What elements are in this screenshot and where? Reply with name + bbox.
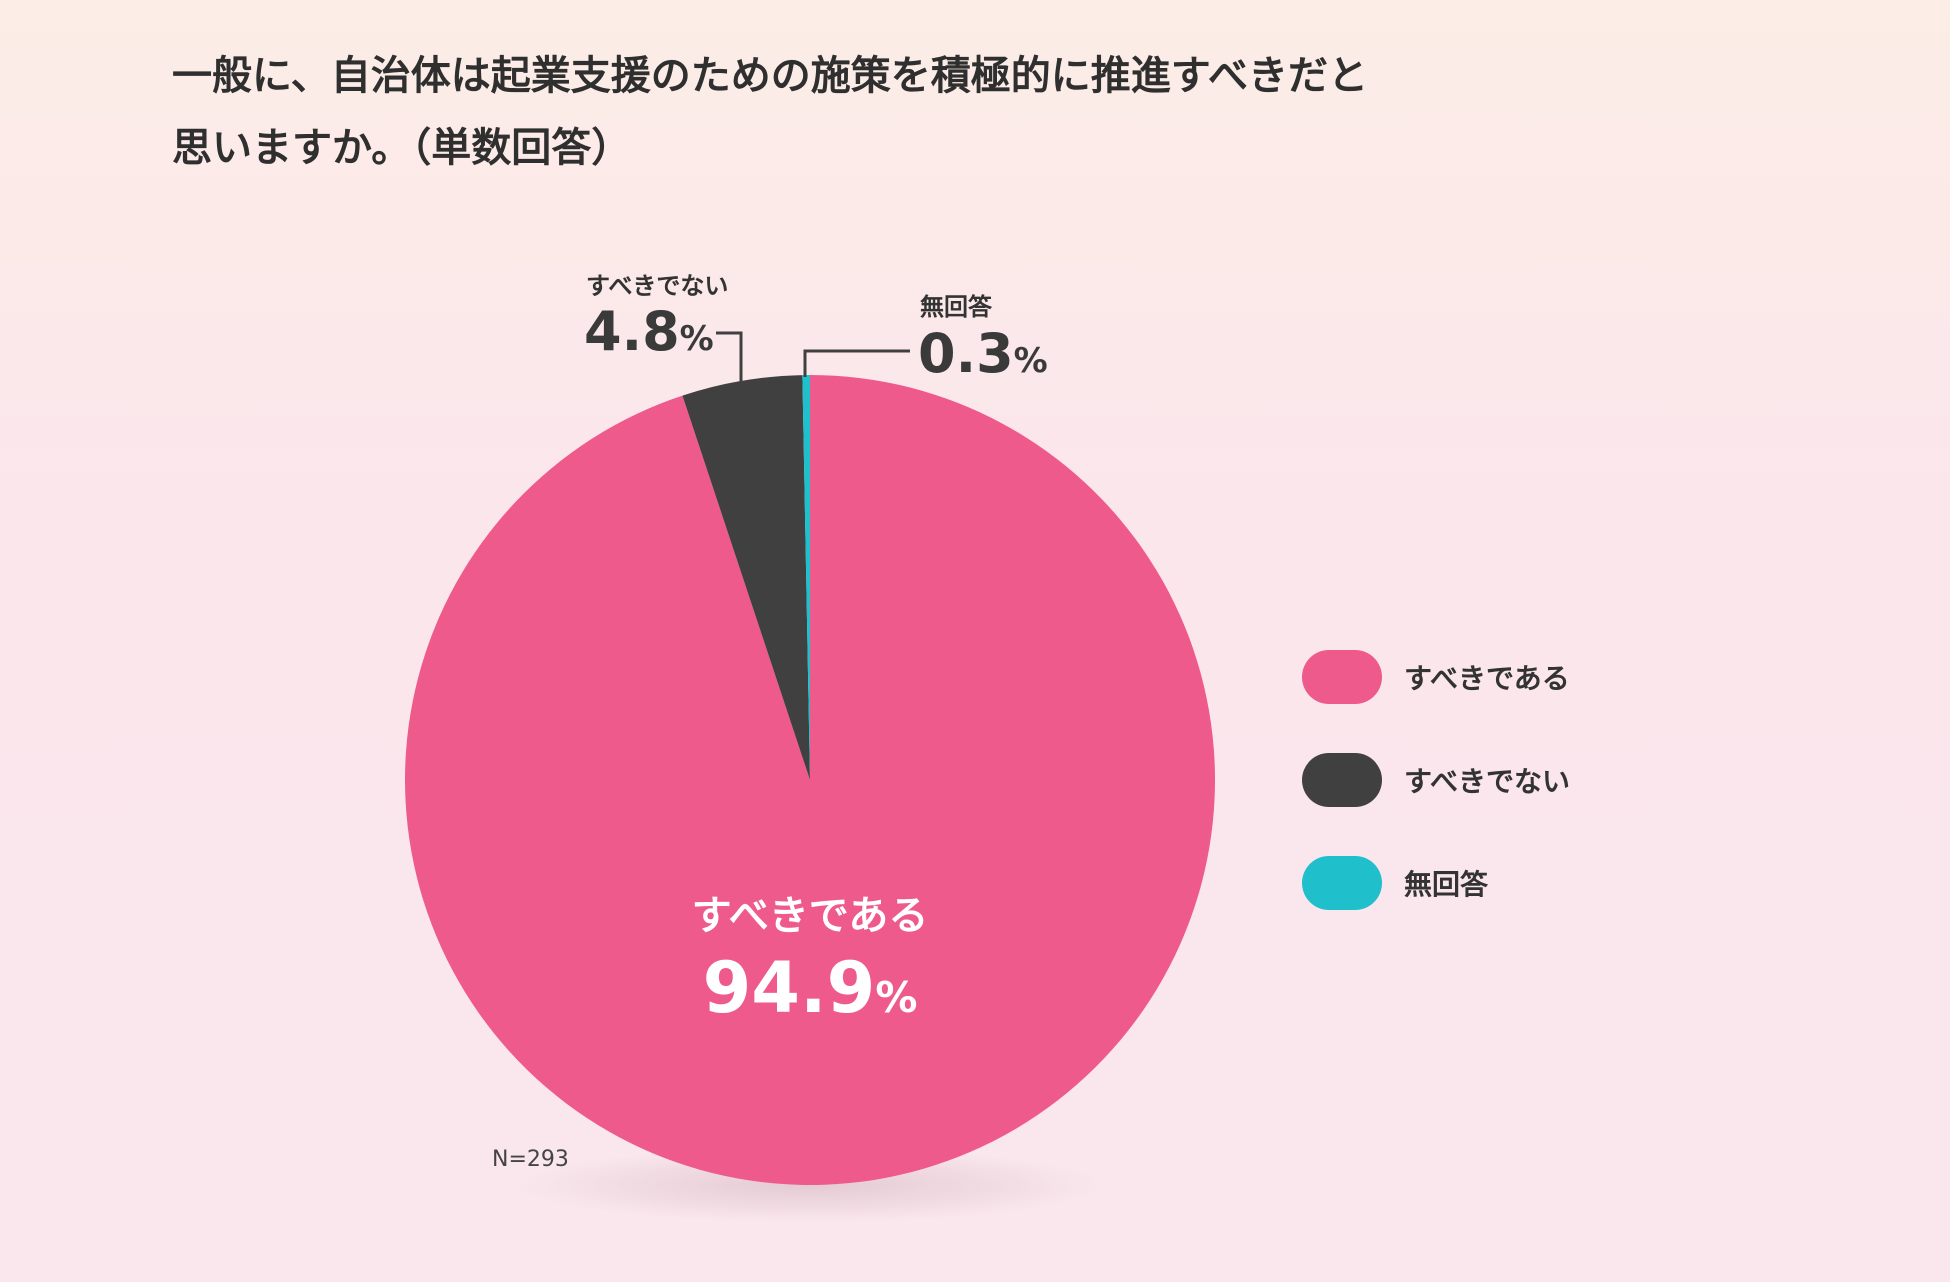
label-should-not-value-group: 4.8%	[584, 300, 714, 363]
chart-title-line1: 一般に、自治体は起業支援のための施策を積極的に推進すべきだと	[172, 53, 1368, 99]
label-no-answer-value: 0.3	[918, 322, 1014, 385]
legend-label-no-answer: 無回答	[1404, 868, 1489, 901]
chart-title-line2: 思いますか。（単数回答）	[172, 125, 632, 171]
legend-label-should: すべきである	[1404, 662, 1570, 695]
pie-slice-should-not	[682, 375, 810, 780]
legend-swatch-no-answer	[1302, 856, 1382, 910]
label-should-unit: %	[875, 973, 917, 1022]
label-should-not-name: すべきでない	[586, 272, 728, 300]
chart-title: 一般に、自治体は起業支援のための施策を積極的に推進すべきだと 思いますか。（単数…	[172, 40, 1572, 184]
pie-shadow	[510, 1147, 1110, 1223]
leader-line-no-answer	[803, 349, 910, 377]
label-should-name: すべきである	[692, 893, 929, 939]
leader-line-should-not	[716, 331, 743, 384]
legend-swatch-should-not	[1302, 753, 1382, 807]
label-no-answer-unit: %	[1014, 341, 1048, 381]
label-should-not-unit: %	[680, 319, 714, 359]
label-no-answer-name: 無回答	[920, 293, 993, 321]
pie-slice-should	[405, 375, 1216, 1185]
legend-label-should-not: すべきでない	[1404, 765, 1571, 798]
label-no-answer-value-group: 0.3%	[918, 322, 1048, 385]
label-should-value-group: 94.9%	[703, 947, 918, 1029]
legend-item-should-not: すべきでない	[1302, 753, 1570, 807]
label-should-not-value: 4.8	[584, 300, 680, 363]
label-should-value: 94.9	[703, 947, 876, 1029]
pie-slice-no-answer	[802, 375, 810, 780]
legend-swatch-should	[1302, 650, 1382, 704]
legend-item-should: すべきである	[1302, 650, 1570, 704]
pie-slices	[405, 375, 1216, 1185]
sample-size-note: N=293	[492, 1147, 569, 1172]
legend-item-no-answer: 無回答	[1302, 856, 1570, 910]
chart-legend: すべきである すべきでない 無回答	[1302, 650, 1570, 959]
